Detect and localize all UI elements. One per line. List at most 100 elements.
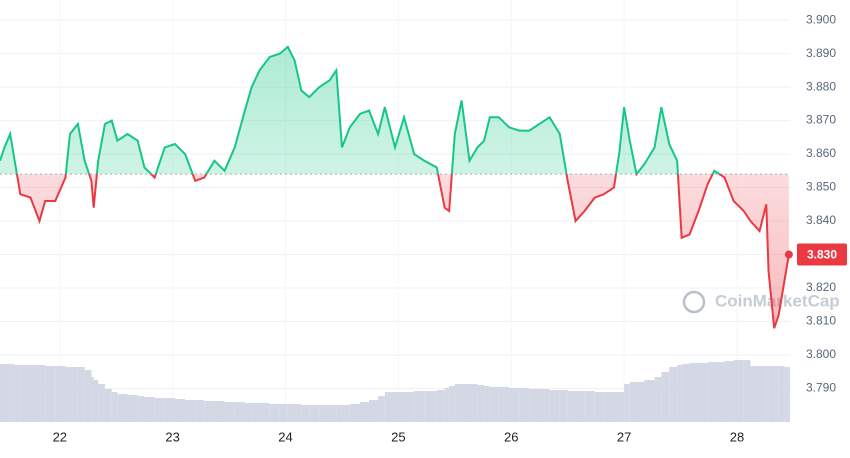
volume-bar <box>69 367 78 422</box>
volume-bar <box>30 365 40 422</box>
y-tick-label: 3.850 <box>806 180 836 194</box>
volume-bar <box>559 390 568 422</box>
area-up <box>0 46 720 175</box>
volume-bar <box>269 404 280 422</box>
volume-bar <box>436 390 445 422</box>
price-line-up <box>0 45 722 175</box>
volume-bar <box>629 382 637 422</box>
volume-bar <box>10 364 15 422</box>
volume-bar <box>661 372 670 422</box>
volume-bar <box>449 386 455 422</box>
volume-bar <box>294 404 302 422</box>
volume-bar <box>360 402 370 422</box>
volume-bar <box>707 362 715 422</box>
volume-bar <box>477 385 485 422</box>
volume-bar <box>395 392 405 422</box>
volume-bar <box>529 389 540 422</box>
price-tag-label: 3.830 <box>807 248 837 262</box>
volume-bar <box>55 366 66 422</box>
volume-bar <box>644 380 655 422</box>
volume-bar <box>603 392 614 422</box>
volume-bar <box>784 367 789 422</box>
volume-bar <box>111 392 118 422</box>
volume-bar <box>414 391 425 422</box>
volume-bar <box>84 370 92 422</box>
volume-bar <box>98 384 105 422</box>
volume-bar <box>489 387 499 422</box>
volume-bar <box>4 364 11 422</box>
volume-bar <box>619 392 625 422</box>
volume-bar <box>93 380 99 422</box>
volume-bar <box>154 398 165 422</box>
watermark-logo <box>682 290 706 314</box>
y-tick-label: 3.820 <box>806 280 836 294</box>
volume-bar <box>724 361 734 422</box>
volume-bar <box>384 392 395 422</box>
x-tick-label: 25 <box>391 429 405 444</box>
y-tick-label: 3.790 <box>806 381 836 395</box>
volume-bar <box>336 405 342 422</box>
volume-bar <box>39 365 46 422</box>
volume-bar <box>404 392 415 422</box>
volume-bar <box>759 366 767 422</box>
volume-bar <box>788 367 790 422</box>
volume-bar <box>654 377 662 422</box>
volume-bar <box>681 364 690 422</box>
volume-bar <box>195 400 205 422</box>
volume-bar <box>624 384 630 422</box>
y-tick-label: 3.870 <box>806 113 836 127</box>
volume-bar <box>539 389 550 422</box>
volume-bar <box>174 399 186 422</box>
volume-bar <box>251 403 260 422</box>
y-tick-label: 3.800 <box>806 347 836 361</box>
volume-bar <box>613 392 620 422</box>
volume-bar <box>244 403 252 422</box>
y-tick-label: 3.890 <box>806 46 836 60</box>
volume-bar <box>301 405 310 422</box>
volume-bar <box>287 404 295 422</box>
volume-bar <box>669 367 678 422</box>
volume-bar <box>698 363 708 422</box>
price-tag <box>797 243 847 266</box>
volume-bar <box>14 365 21 422</box>
volume-bar <box>341 405 350 422</box>
volume-bar <box>329 405 337 422</box>
volume-bar <box>91 377 94 422</box>
volume-bar <box>549 390 560 422</box>
volume-bar <box>214 401 225 422</box>
volume-bar <box>594 392 604 422</box>
volume-bar <box>636 382 645 422</box>
x-tick-label: 27 <box>617 429 631 444</box>
volume-bar <box>185 400 196 422</box>
volume-bar <box>424 391 437 422</box>
volume-bar <box>144 397 155 422</box>
volume-bar <box>508 388 520 422</box>
volume-bar <box>498 387 509 422</box>
volume-bar <box>224 402 235 422</box>
volume-bar <box>319 405 330 422</box>
volume-bar <box>444 388 450 422</box>
volume-bar <box>461 384 470 422</box>
volume-bar <box>378 396 385 422</box>
volume-bar <box>309 405 320 422</box>
volume-bar <box>164 398 175 422</box>
volume-bar <box>369 400 379 422</box>
volume-bar <box>778 366 785 422</box>
volume-bar <box>117 394 128 422</box>
volume-bar <box>677 365 682 422</box>
volume-bar <box>0 364 5 422</box>
x-tick-label: 28 <box>730 429 744 444</box>
volume-bar <box>575 391 585 422</box>
volume-bar <box>469 384 478 422</box>
y-tick-label: 3.840 <box>806 213 836 227</box>
x-tick-label: 22 <box>53 429 67 444</box>
volume-bar <box>733 360 744 422</box>
volume-bar <box>714 362 725 422</box>
volume-bar <box>454 384 462 422</box>
volume-bar <box>127 395 138 422</box>
volume-bar <box>45 366 56 422</box>
volume-bar <box>519 388 530 422</box>
x-tick-label: 24 <box>278 429 292 444</box>
volume-bar <box>20 365 31 422</box>
